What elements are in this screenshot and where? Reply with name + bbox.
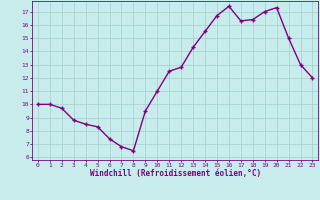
X-axis label: Windchill (Refroidissement éolien,°C): Windchill (Refroidissement éolien,°C) xyxy=(90,169,261,178)
